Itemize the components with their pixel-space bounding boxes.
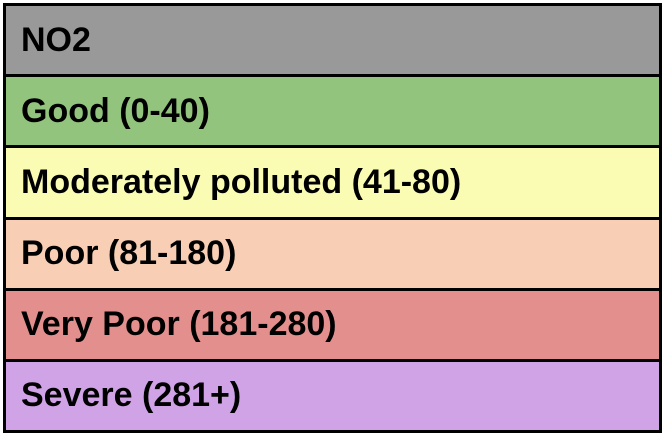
no2-legend: NO2 Good (0-40) Moderately polluted (41-… [3, 3, 662, 433]
legend-row-poor: Poor (81-180) [6, 216, 659, 288]
legend-row-severe: Severe (281+) [6, 358, 659, 431]
legend-row-good: Good (0-40) [6, 74, 659, 146]
legend-row-label: Moderately polluted (41-80) [21, 162, 462, 201]
legend-row-moderately-polluted: Moderately polluted (41-80) [6, 145, 659, 217]
legend-row-label: Poor (81-180) [21, 234, 237, 273]
legend-row-label: Severe (281+) [21, 376, 242, 415]
legend-row-label: Good (0-40) [21, 91, 210, 130]
legend-row-very-poor: Very Poor (181-280) [6, 287, 659, 359]
legend-row-label: Very Poor (181-280) [21, 305, 337, 344]
legend-header-label: NO2 [21, 20, 91, 59]
legend-header: NO2 [6, 6, 659, 75]
